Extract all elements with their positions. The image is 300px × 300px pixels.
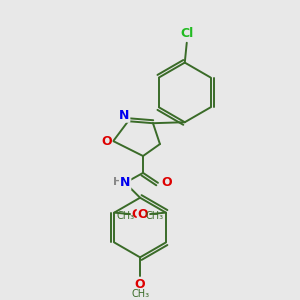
Text: O: O (101, 135, 112, 148)
Text: CH₃: CH₃ (116, 211, 134, 220)
Text: Cl: Cl (180, 27, 194, 40)
Text: O: O (138, 208, 148, 221)
Text: O: O (132, 208, 142, 221)
Text: N: N (120, 176, 130, 189)
Text: N: N (119, 109, 129, 122)
Text: O: O (162, 176, 172, 189)
Text: H: H (112, 177, 122, 187)
Text: CH₃: CH₃ (131, 289, 149, 299)
Text: CH₃: CH₃ (146, 211, 164, 220)
Text: O: O (135, 278, 146, 291)
